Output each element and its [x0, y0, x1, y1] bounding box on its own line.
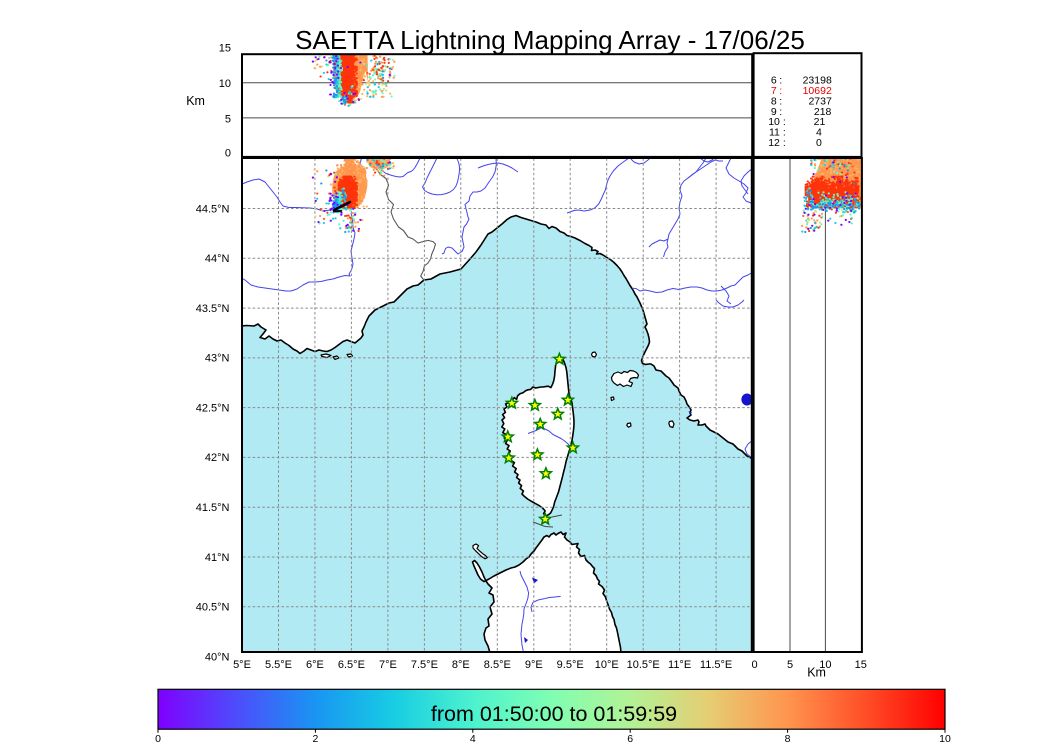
svg-text:10.5°E: 10.5°E — [627, 659, 660, 671]
svg-text:4: 4 — [470, 733, 476, 745]
svg-text:7: 7 — [771, 85, 777, 97]
svg-text:12: 12 — [768, 137, 780, 149]
svg-text:5.5°E: 5.5°E — [265, 659, 292, 671]
svg-text::: : — [779, 75, 782, 87]
svg-text:11.5°E: 11.5°E — [700, 659, 732, 671]
svg-text:9: 9 — [771, 106, 777, 118]
svg-text:5: 5 — [225, 113, 231, 125]
svg-text:218: 218 — [814, 106, 832, 118]
svg-text:0: 0 — [225, 148, 231, 160]
svg-text:from 01:50:00 to 01:59:59: from 01:50:00 to 01:59:59 — [431, 702, 677, 726]
svg-text:10: 10 — [939, 733, 951, 745]
svg-text::: : — [783, 127, 786, 139]
svg-text:8.5°E: 8.5°E — [484, 659, 511, 671]
svg-text:8: 8 — [785, 733, 791, 745]
svg-text:2737: 2737 — [808, 95, 832, 107]
svg-text:21: 21 — [814, 116, 826, 128]
svg-text:8°E: 8°E — [452, 659, 470, 671]
svg-text:Km: Km — [807, 666, 826, 680]
svg-text:10: 10 — [219, 78, 231, 90]
svg-text::: : — [779, 95, 782, 107]
svg-text:9.5°E: 9.5°E — [557, 659, 584, 671]
svg-text:5°E: 5°E — [233, 659, 251, 671]
svg-text:40.5°N: 40.5°N — [196, 602, 230, 614]
svg-text:41°N: 41°N — [205, 552, 230, 564]
svg-text:7°E: 7°E — [379, 659, 397, 671]
svg-text:7.5°E: 7.5°E — [411, 659, 438, 671]
svg-text:43.5°N: 43.5°N — [196, 303, 230, 315]
svg-text:0: 0 — [816, 137, 822, 149]
svg-text:11: 11 — [769, 127, 780, 139]
svg-text:6: 6 — [771, 75, 777, 87]
svg-text:6: 6 — [627, 733, 633, 745]
svg-text:23198: 23198 — [803, 75, 832, 87]
svg-text:42°N: 42°N — [205, 452, 230, 464]
svg-text:9°E: 9°E — [525, 659, 543, 671]
svg-text:43°N: 43°N — [205, 353, 230, 365]
svg-text:4: 4 — [816, 127, 822, 139]
svg-text:0: 0 — [752, 659, 758, 671]
svg-text:Km: Km — [186, 94, 205, 108]
svg-text:10: 10 — [819, 659, 831, 671]
svg-text:10692: 10692 — [803, 85, 832, 97]
svg-text:6°E: 6°E — [306, 659, 324, 671]
svg-text:11°E: 11°E — [668, 659, 691, 671]
svg-text:SAETTA Lightning Mapping Array: SAETTA Lightning Mapping Array - 17/06/2… — [295, 25, 805, 55]
svg-text:15: 15 — [219, 43, 231, 55]
svg-text:10°E: 10°E — [595, 659, 619, 671]
svg-text:0: 0 — [155, 733, 161, 745]
svg-text:44°N: 44°N — [205, 253, 230, 265]
svg-text:15: 15 — [855, 659, 867, 671]
svg-text:2: 2 — [312, 733, 318, 745]
svg-text:40°N: 40°N — [205, 651, 230, 663]
svg-text::: : — [779, 85, 782, 97]
svg-text:44.5°N: 44.5°N — [196, 203, 230, 215]
svg-text:6.5°E: 6.5°E — [338, 659, 365, 671]
svg-text:42.5°N: 42.5°N — [196, 402, 230, 414]
svg-text::: : — [783, 137, 786, 149]
svg-text::: : — [783, 116, 786, 128]
svg-text:5: 5 — [787, 659, 793, 671]
svg-text:10: 10 — [768, 116, 780, 128]
svg-text:41.5°N: 41.5°N — [196, 502, 230, 514]
svg-text:8: 8 — [771, 95, 777, 107]
svg-text::: : — [779, 106, 782, 118]
